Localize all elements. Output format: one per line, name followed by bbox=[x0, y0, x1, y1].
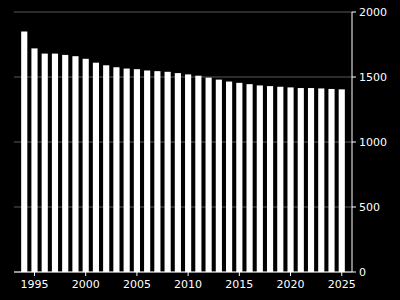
bar bbox=[154, 71, 160, 272]
bar bbox=[257, 85, 263, 272]
background bbox=[0, 0, 400, 300]
x-tick-label: 2020 bbox=[277, 278, 305, 291]
bar bbox=[93, 63, 99, 272]
grid-line bbox=[14, 77, 352, 78]
x-tick bbox=[34, 272, 35, 276]
bar bbox=[195, 76, 201, 272]
grid-line bbox=[14, 142, 352, 143]
bar bbox=[113, 67, 119, 272]
bar bbox=[226, 82, 232, 272]
bar bbox=[83, 59, 89, 272]
y-tick bbox=[352, 77, 356, 78]
x-tick bbox=[341, 272, 342, 276]
y-tick-label: 500 bbox=[359, 201, 380, 214]
bar bbox=[144, 71, 150, 273]
grid-line bbox=[14, 12, 352, 13]
y-tick-label: 0 bbox=[359, 266, 366, 279]
y-tick-label: 1000 bbox=[359, 136, 387, 149]
bar bbox=[165, 72, 171, 272]
bar bbox=[185, 74, 191, 272]
x-tick bbox=[290, 272, 291, 276]
grid bbox=[14, 12, 352, 272]
grid-line bbox=[14, 272, 352, 273]
axes: 1995 2000 2005 2010 2015 2020 20250 500 1000 1500… bbox=[14, 6, 387, 291]
y-tick bbox=[352, 12, 356, 13]
bar bbox=[277, 87, 283, 272]
bar bbox=[267, 86, 273, 272]
bar bbox=[287, 87, 293, 272]
bar bbox=[52, 54, 58, 272]
x-tick-label: 2005 bbox=[123, 278, 151, 291]
x-tick-label: 2000 bbox=[72, 278, 100, 291]
bar bbox=[216, 80, 222, 272]
y-tick bbox=[352, 272, 356, 273]
bar bbox=[206, 78, 212, 272]
x-tick-label: 2010 bbox=[174, 278, 202, 291]
bar bbox=[72, 56, 78, 272]
bars bbox=[21, 32, 345, 273]
bar bbox=[247, 84, 253, 272]
x-axis-line bbox=[14, 272, 352, 273]
grid-line bbox=[14, 207, 352, 208]
bar bbox=[318, 88, 324, 272]
bar bbox=[103, 65, 109, 272]
bar bbox=[21, 32, 27, 273]
bar bbox=[31, 48, 37, 272]
y-tick-label: 2000 bbox=[359, 6, 387, 19]
bar bbox=[328, 89, 334, 272]
x-tick bbox=[188, 272, 189, 276]
bar bbox=[134, 69, 140, 272]
x-tick-label: 2015 bbox=[225, 278, 253, 291]
x-tick-label: 2025 bbox=[328, 278, 356, 291]
bar bbox=[308, 88, 314, 272]
chart: 1995 2000 2005 2010 2015 2020 20250 500 1000 1500… bbox=[0, 0, 400, 300]
bar bbox=[236, 83, 242, 272]
page: {"chart_data": {"type": "bar", "x": [199… bbox=[0, 0, 400, 300]
bar bbox=[339, 89, 345, 272]
bar bbox=[175, 73, 181, 272]
y-tick bbox=[352, 207, 356, 208]
y-tick-label: 1500 bbox=[359, 71, 387, 84]
bar bbox=[42, 54, 48, 272]
bar bbox=[124, 69, 130, 272]
x-tick bbox=[136, 272, 137, 276]
x-tick bbox=[239, 272, 240, 276]
x-tick-label: 1995 bbox=[20, 278, 48, 291]
bar bbox=[298, 88, 304, 272]
x-tick bbox=[85, 272, 86, 276]
y-tick bbox=[352, 142, 356, 143]
bar bbox=[62, 55, 68, 272]
